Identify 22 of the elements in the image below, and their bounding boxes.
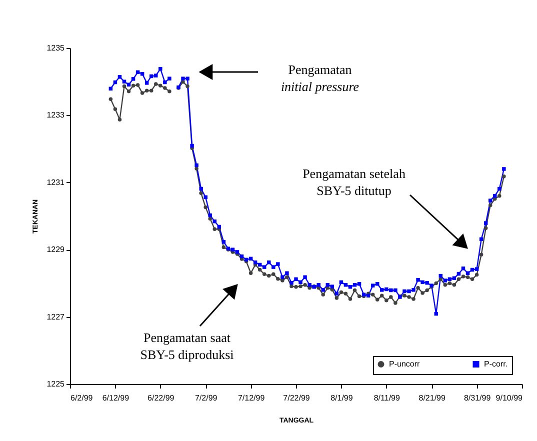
x-tick-label: 6/12/99 bbox=[102, 394, 130, 402]
y-tick-label: 1225 bbox=[46, 380, 66, 388]
y-tick-label: 1233 bbox=[46, 110, 66, 120]
x-tick-label: 6/22/99 bbox=[148, 394, 175, 402]
x-tick-label: 8/1/99 bbox=[330, 394, 354, 402]
legend-label: P-corr. bbox=[484, 359, 508, 368]
x-tick-label: 8/11/99 bbox=[374, 394, 400, 402]
x-tick-label: 7/22/99 bbox=[283, 394, 310, 402]
y-tick-label: 1231 bbox=[46, 178, 66, 187]
annotation: Pengamatan saat SBY-5 diproduksi bbox=[140, 330, 234, 362]
x-tick-label: 8/31/99 bbox=[464, 394, 492, 402]
annotation: Pengamatan setelah SBY-5 ditutup bbox=[302, 166, 406, 198]
x-tick-label: 7/2/99 bbox=[194, 394, 218, 402]
annotation: Pengamatan initial pressure bbox=[280, 62, 360, 94]
y-tick-label: 1235 bbox=[46, 44, 66, 52]
x-tick-label: 7/12/99 bbox=[238, 394, 266, 402]
x-tick-label: 6/2/99 bbox=[70, 394, 94, 402]
legend-label: P-uncorr bbox=[389, 359, 420, 368]
y-tick-label: 1227 bbox=[46, 312, 66, 322]
x-tick-label: 8/21/99 bbox=[418, 394, 446, 402]
x-tick-label: 9/10/99 bbox=[496, 394, 524, 402]
y-tick-label: 1229 bbox=[46, 245, 66, 254]
